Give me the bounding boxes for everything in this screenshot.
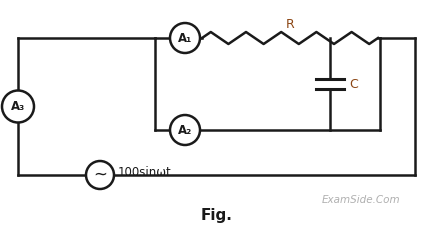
Text: 100sinωt: 100sinωt — [118, 166, 171, 179]
Text: C: C — [348, 77, 357, 90]
Circle shape — [170, 115, 200, 145]
Text: Fig.: Fig. — [201, 208, 232, 222]
Circle shape — [2, 90, 34, 122]
Text: A₂: A₂ — [178, 123, 192, 136]
Text: ExamSide.Com: ExamSide.Com — [321, 195, 399, 205]
Text: A₁: A₁ — [178, 32, 192, 45]
Circle shape — [170, 23, 200, 53]
Circle shape — [86, 161, 114, 189]
Text: ~: ~ — [93, 166, 107, 184]
Text: R: R — [285, 17, 294, 30]
Text: A₃: A₃ — [11, 100, 25, 113]
